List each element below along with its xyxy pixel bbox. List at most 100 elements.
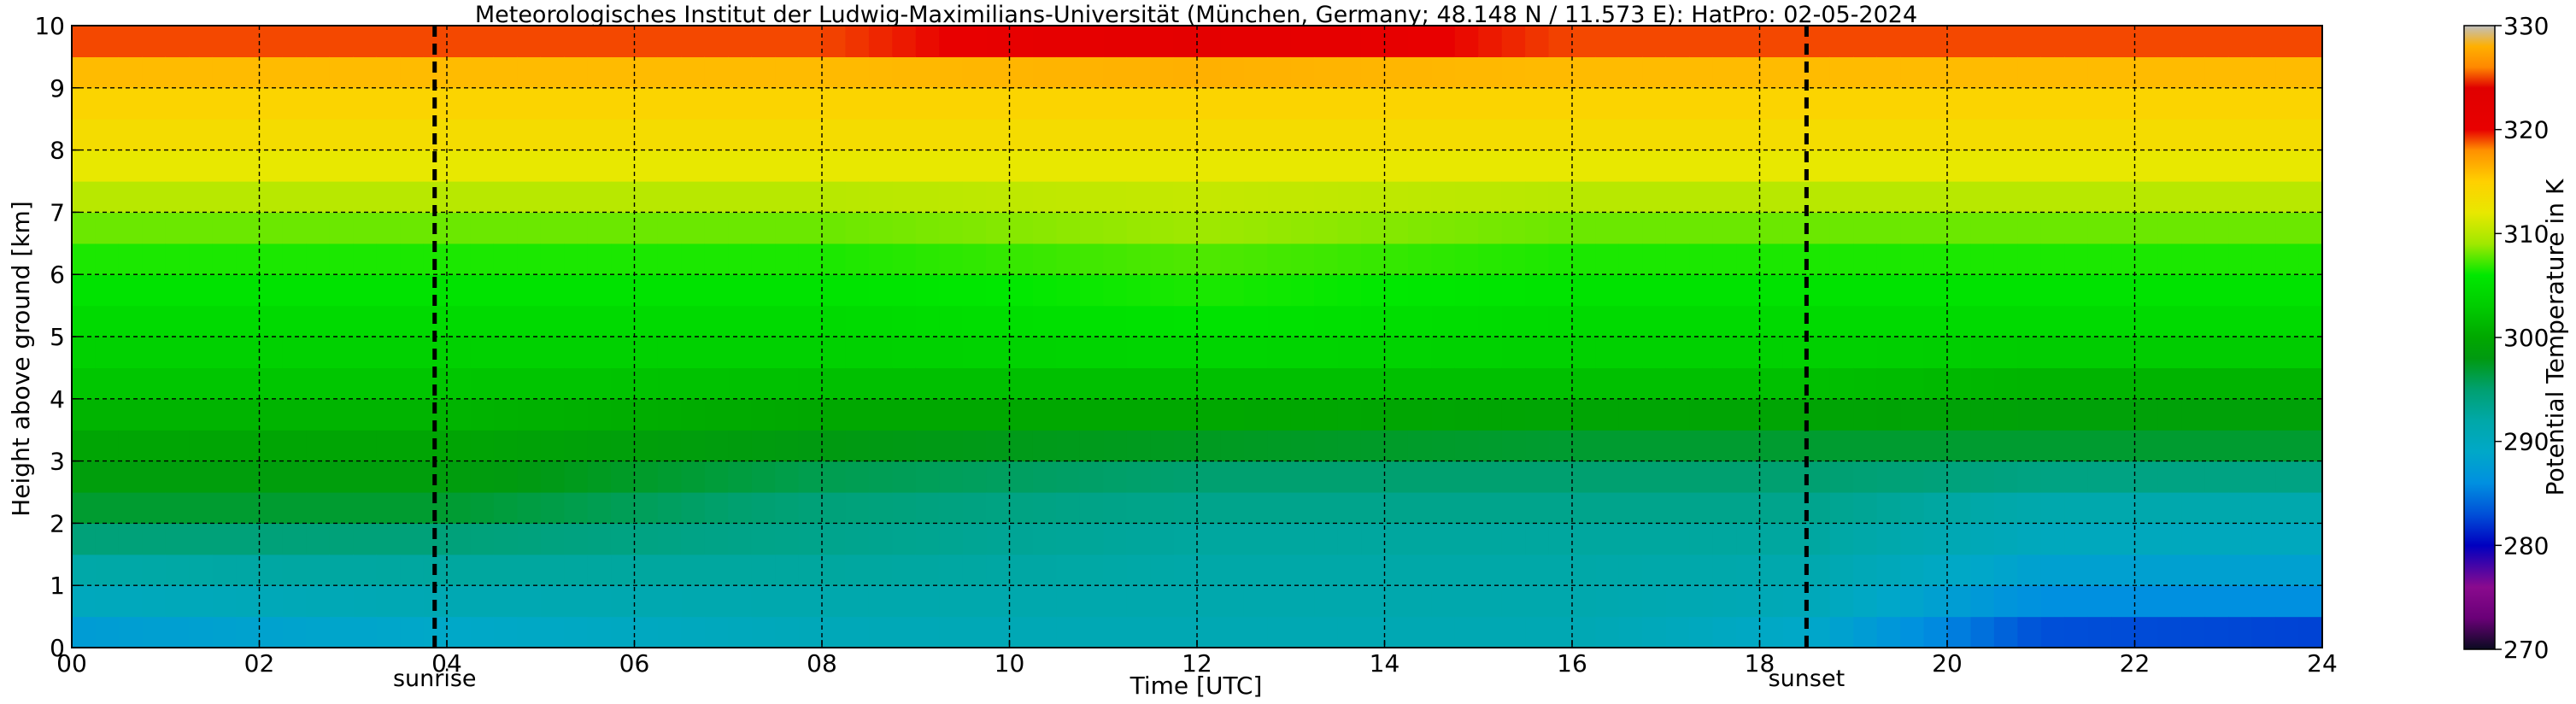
- heatmap-cell: [447, 56, 472, 89]
- heatmap-cell: [1993, 337, 2018, 368]
- heatmap-cell: [1970, 585, 1995, 618]
- heatmap-cell: [1876, 150, 1901, 182]
- heatmap-cell: [2275, 492, 2300, 524]
- heatmap-cell: [962, 461, 987, 493]
- heatmap-cell: [728, 430, 753, 462]
- heatmap-cell: [212, 461, 237, 493]
- heatmap-cell: [353, 56, 378, 89]
- heatmap-cell: [1829, 150, 1854, 182]
- heatmap-cell: [1220, 119, 1245, 151]
- heatmap-cell: [447, 616, 472, 648]
- heatmap-cell: [540, 398, 565, 431]
- heatmap-cell: [1314, 492, 1339, 524]
- heatmap-cell: [1243, 554, 1268, 586]
- heatmap-cell: [1290, 337, 1315, 368]
- heatmap-cell: [1478, 554, 1503, 586]
- heatmap-cell: [447, 585, 472, 618]
- heatmap-cell: [1665, 398, 1690, 431]
- heatmap-cell: [72, 492, 97, 524]
- heatmap-cell: [2040, 523, 2065, 555]
- heatmap-cell: [1079, 56, 1104, 89]
- heatmap-cell: [189, 430, 214, 462]
- heatmap-cell: [95, 119, 120, 151]
- heatmap-cell: [1806, 554, 1831, 586]
- heatmap-cell: [1431, 26, 1456, 57]
- heatmap-cell: [236, 461, 261, 493]
- x-tick-label: 18: [1745, 649, 1775, 678]
- heatmap-cell: [728, 523, 753, 555]
- heatmap-cell: [1150, 430, 1175, 462]
- heatmap-cell: [1689, 492, 1714, 524]
- heatmap-cell: [2017, 274, 2042, 307]
- heatmap-cell: [2111, 26, 2136, 57]
- heatmap-cell: [2251, 616, 2276, 648]
- heatmap-cell: [493, 87, 518, 120]
- heatmap-cell: [1337, 523, 1362, 555]
- heatmap-cell: [1947, 616, 1972, 648]
- heatmap-cell: [1407, 150, 1432, 182]
- heatmap-cell: [1525, 492, 1550, 524]
- heatmap-cell: [1829, 212, 1854, 244]
- heatmap-cell: [2204, 585, 2229, 618]
- heatmap-cell: [2017, 26, 2042, 57]
- heatmap-cell: [236, 554, 261, 586]
- heatmap-cell: [95, 430, 120, 462]
- heatmap-cell: [1572, 26, 1597, 57]
- heatmap-cell: [962, 430, 987, 462]
- heatmap-cell: [2251, 212, 2276, 244]
- heatmap-cell: [376, 87, 401, 120]
- heatmap-cell: [1361, 430, 1386, 462]
- heatmap-cell: [1993, 243, 2018, 275]
- heatmap-cell: [1876, 554, 1901, 586]
- heatmap-cell: [1618, 181, 1643, 213]
- heatmap-cell: [681, 430, 706, 462]
- heatmap-cell: [1103, 305, 1128, 337]
- heatmap-cell: [1407, 367, 1432, 400]
- heatmap-cell: [2157, 616, 2182, 648]
- heatmap-cell: [1337, 367, 1362, 400]
- heatmap-cell: [1923, 616, 1948, 648]
- heatmap-cell: [1407, 274, 1432, 307]
- heatmap-cell: [564, 616, 589, 648]
- heatmap-cell: [2181, 585, 2206, 618]
- heatmap-cell: [95, 554, 120, 586]
- heatmap-cell: [1337, 26, 1362, 57]
- heatmap-cell: [2228, 119, 2253, 151]
- heatmap-cell: [2111, 398, 2136, 431]
- heatmap-cell: [1126, 616, 1151, 648]
- heatmap-cell: [1384, 119, 1409, 151]
- heatmap-cell: [282, 26, 307, 57]
- heatmap-cell: [1103, 367, 1128, 400]
- heatmap-cell: [1595, 337, 1620, 368]
- heatmap-cell: [2251, 337, 2276, 368]
- heatmap-cell: [1337, 616, 1362, 648]
- heatmap-cell: [1759, 367, 1784, 400]
- heatmap-cell: [517, 150, 542, 182]
- heatmap-cell: [2111, 367, 2136, 400]
- heatmap-cell: [868, 56, 893, 89]
- heatmap-cell: [2228, 492, 2253, 524]
- heatmap-cell: [2251, 119, 2276, 151]
- heatmap-cell: [72, 616, 97, 648]
- heatmap-cell: [681, 26, 706, 57]
- heatmap-cell: [1478, 181, 1503, 213]
- heatmap-cell: [1032, 523, 1057, 555]
- heatmap-cell: [1572, 616, 1597, 648]
- heatmap-cell: [728, 585, 753, 618]
- heatmap-cell: [1642, 430, 1667, 462]
- heatmap-cell: [1993, 87, 2018, 120]
- heatmap-cell: [2251, 87, 2276, 120]
- heatmap-cell: [1314, 274, 1339, 307]
- heatmap-cell: [2181, 616, 2206, 648]
- heatmap-cell: [1595, 150, 1620, 182]
- heatmap-cell: [329, 585, 354, 618]
- heatmap-cell: [1267, 56, 1292, 89]
- heatmap-cell: [1759, 181, 1784, 213]
- heatmap-cell: [845, 461, 870, 493]
- heatmap-cell: [1525, 26, 1550, 57]
- heatmap-cell: [376, 274, 401, 307]
- heatmap-cell: [2087, 585, 2112, 618]
- heatmap-cell: [2064, 119, 2089, 151]
- heatmap-cell: [1970, 181, 1995, 213]
